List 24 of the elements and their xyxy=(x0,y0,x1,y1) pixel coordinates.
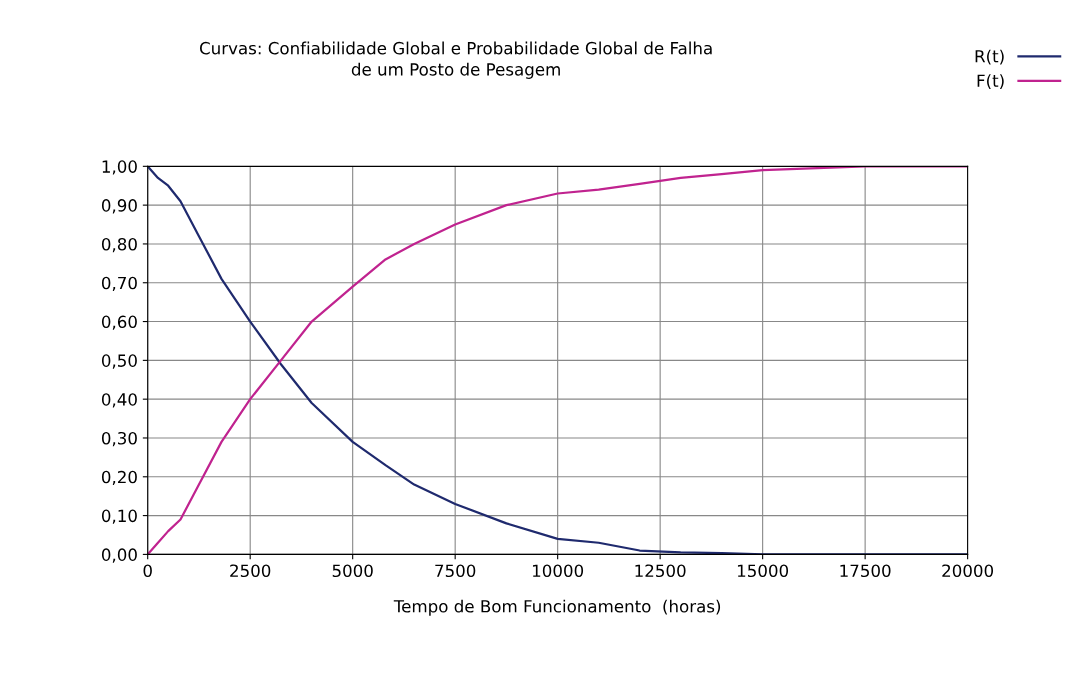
y-tick-label: 0,50 xyxy=(101,354,137,369)
legend-label: F(t) xyxy=(977,74,1004,89)
y-tick-label: 0,20 xyxy=(101,470,137,486)
x-tick-label: 5000 xyxy=(332,564,373,578)
y-tick-label: 0,10 xyxy=(101,509,137,524)
y-tick-label: 0,70 xyxy=(101,276,137,292)
x-tick-label: 10000 xyxy=(532,564,584,578)
y-tick-label: 0,80 xyxy=(101,237,137,253)
x-axis-title: Tempo de Bom Funcionamento (horas) xyxy=(393,599,721,616)
x-tick-label: 7500 xyxy=(435,564,476,578)
y-tick-label: 0,30 xyxy=(101,431,137,447)
x-tick-label: 20000 xyxy=(942,564,994,578)
y-tick-label: 0,90 xyxy=(101,199,137,214)
y-tick-label: 0,60 xyxy=(101,315,137,330)
x-tick-label: 12500 xyxy=(635,564,686,578)
chart-title: Curvas: Confiabilidade Global e Probabilidade Global de Falha de um Posto de Pesagem xyxy=(199,41,712,79)
x-tick-label: 17500 xyxy=(840,564,891,578)
legend-label: R(t) xyxy=(975,49,1004,65)
y-tick-label: 0,40 xyxy=(101,393,137,408)
y-tick-label: 1,00 xyxy=(102,160,137,175)
x-tick-label: 2500 xyxy=(230,564,271,578)
x-tick-label: 15000 xyxy=(737,564,789,578)
x-tick-label: 0 xyxy=(143,564,152,578)
y-tick-label: 0,00 xyxy=(101,548,137,563)
